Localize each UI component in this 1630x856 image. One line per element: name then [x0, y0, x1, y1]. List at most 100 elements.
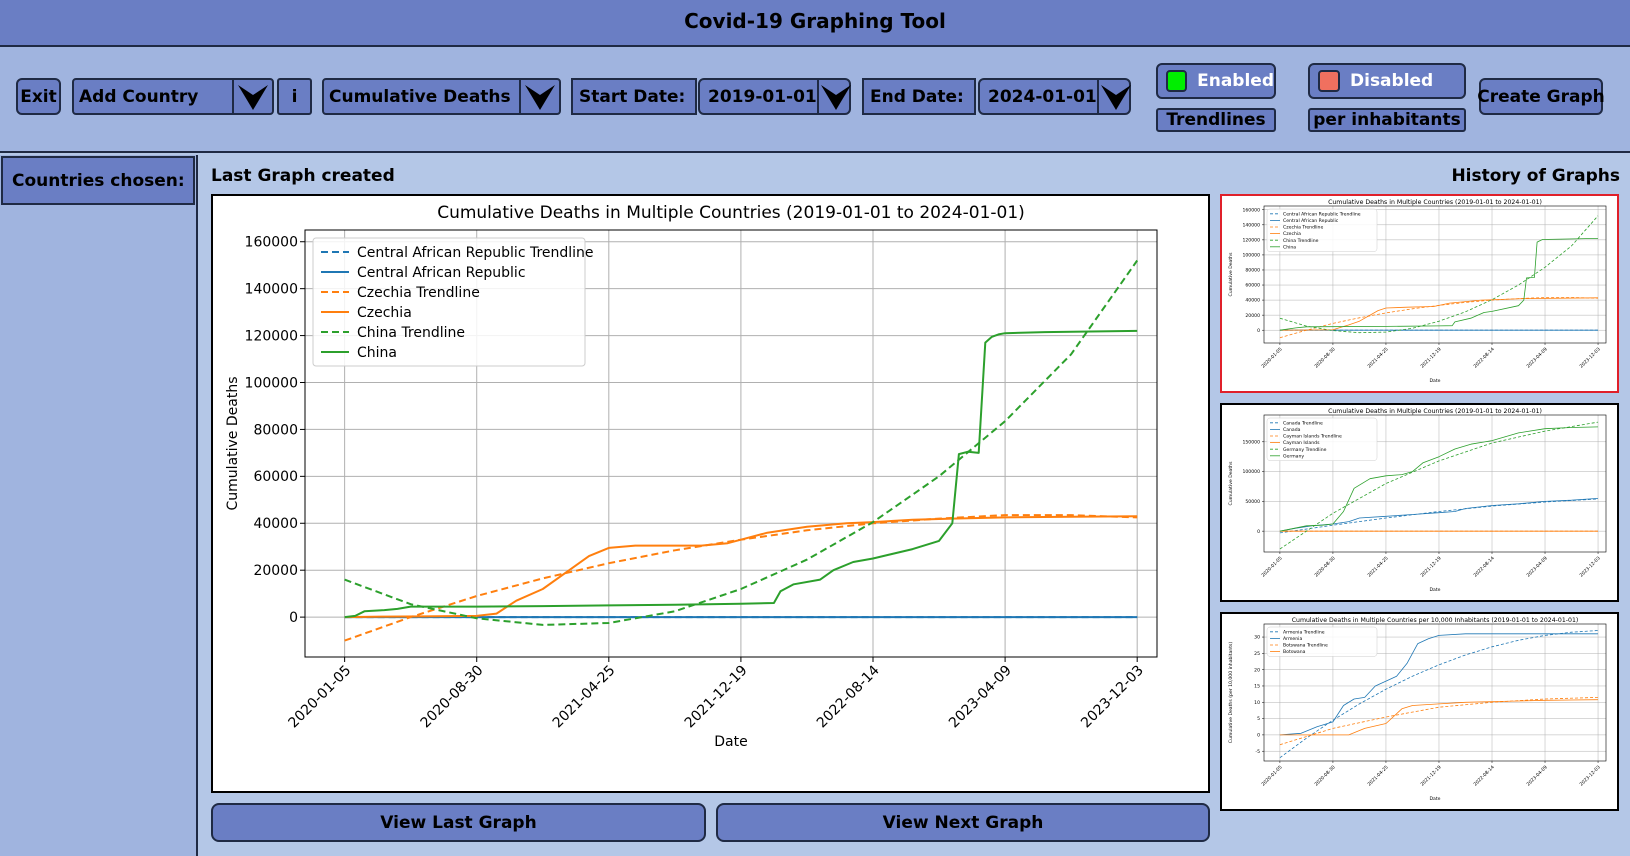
series-line	[1279, 498, 1599, 534]
x-tick-label: 2022-08-14	[1473, 764, 1496, 787]
y-axis-label: Cumulative Deaths	[1228, 252, 1234, 297]
status-indicator-icon	[1166, 70, 1188, 92]
y-tick-label: 0	[1257, 529, 1260, 535]
x-tick-label: 2021-04-25	[1367, 764, 1390, 787]
chevron-down-icon[interactable]	[816, 80, 853, 113]
x-tick-label: 2023-12-03	[1579, 555, 1602, 578]
end-date-dropdown[interactable]: 2024-01-01	[978, 78, 1131, 115]
sidebar	[0, 155, 198, 856]
chart-title: Cumulative Deaths in Multiple Countries …	[437, 203, 1025, 223]
legend-entry: Cayman Islands	[1283, 440, 1320, 446]
legend-entry: Central African Republic Trendline	[1283, 211, 1361, 217]
per-inhabitants-toggle[interactable]: Disabled	[1308, 63, 1466, 99]
y-tick-label: 20000	[1245, 313, 1260, 319]
history-graph-3[interactable]: Cumulative Deaths in Multiple Countries …	[1220, 612, 1619, 811]
y-tick-label: 50000	[1245, 499, 1260, 505]
legend-entry: Botswana	[1283, 649, 1306, 655]
y-tick-label: -5	[1255, 749, 1260, 755]
series-line	[1279, 699, 1599, 736]
series-line	[1279, 633, 1598, 736]
legend-entry: Czechia Trendline	[357, 285, 480, 301]
chevron-down-icon[interactable]	[232, 80, 272, 113]
x-tick-label: 2021-04-25	[550, 662, 619, 731]
legend-box	[312, 237, 586, 367]
view-last-graph-button[interactable]: View Last Graph	[211, 803, 706, 842]
y-tick-label: 25	[1254, 651, 1260, 657]
x-tick-label: 2020-08-30	[1313, 346, 1336, 369]
legend-entry: Germany Trendline	[1283, 447, 1327, 453]
y-tick-label: 20000	[253, 563, 298, 579]
x-tick-label: 2023-12-03	[1579, 764, 1602, 787]
x-tick-label: 2021-04-25	[1367, 555, 1390, 578]
legend-box	[1266, 626, 1378, 657]
series-line	[1279, 297, 1599, 331]
legend-box	[1266, 417, 1378, 461]
create-graph-button[interactable]: Create Graph	[1477, 78, 1605, 115]
y-tick-label: 120000	[245, 328, 298, 344]
trendlines-state: Enabled	[1197, 71, 1274, 91]
x-tick-label: 2020-08-30	[1313, 555, 1336, 578]
start-date-label: Start Date:	[571, 78, 697, 115]
add-country-dropdown[interactable]: Add Country	[72, 78, 274, 115]
plot-frame	[1263, 205, 1607, 344]
x-tick-label: 2020-08-30	[1313, 764, 1336, 787]
history-graph-2-svg: Cumulative Deaths in Multiple Countries …	[1228, 408, 1607, 593]
y-tick-label: 140000	[245, 282, 298, 298]
legend-entry: Germany	[1283, 453, 1304, 459]
x-tick-label: 2021-12-19	[1420, 346, 1443, 369]
history-graph-1[interactable]: Cumulative Deaths in Multiple Countries …	[1220, 194, 1619, 393]
series-line	[344, 329, 1138, 619]
start-date-dropdown[interactable]: 2019-01-01	[698, 78, 851, 115]
metric-value: Cumulative Deaths	[329, 86, 511, 107]
y-tick-label: 80000	[253, 422, 298, 438]
view-next-graph-button[interactable]: View Next Graph	[716, 803, 1210, 842]
series-line	[1279, 421, 1599, 550]
x-tick-label: 2021-12-19	[682, 662, 751, 731]
info-button[interactable]: i	[277, 78, 312, 115]
y-tick-label: 100000	[245, 375, 298, 391]
x-tick-label: 2020-01-05	[286, 662, 355, 731]
trendlines-toggle[interactable]: Enabled	[1156, 63, 1276, 99]
x-tick-label: 2023-12-03	[1078, 662, 1147, 731]
x-tick-label: 2022-08-14	[1473, 346, 1496, 369]
x-tick-label: 2021-12-19	[1420, 764, 1443, 787]
trendlines-label: Trendlines	[1156, 108, 1276, 132]
y-tick-label: 140000	[1242, 222, 1260, 228]
end-date-label: End Date:	[862, 78, 976, 115]
series-line	[344, 515, 1138, 619]
series-line	[1279, 697, 1599, 746]
x-tick-label: 2020-08-30	[418, 662, 487, 731]
countries-chosen-header: Countries chosen:	[1, 156, 195, 205]
x-tick-label: 2023-12-03	[1579, 346, 1602, 369]
history-label: History of Graphs	[1451, 166, 1620, 186]
y-tick-label: 10	[1254, 700, 1260, 706]
metric-dropdown[interactable]: Cumulative Deaths	[322, 78, 561, 115]
y-tick-label: 20	[1254, 667, 1260, 673]
series-line	[1279, 238, 1599, 331]
legend-entry: China Trendline	[357, 325, 465, 341]
per-inhabitants-label: per inhabitants	[1308, 108, 1466, 132]
chevron-down-icon[interactable]	[519, 80, 559, 113]
legend-entry: Czechia	[357, 305, 412, 321]
y-tick-label: 30	[1254, 635, 1260, 641]
x-axis-label: Date	[1430, 378, 1441, 384]
chart-title: Cumulative Deaths in Multiple Countries …	[1328, 408, 1542, 415]
add-country-value: Add Country	[79, 86, 199, 107]
y-tick-label: 60000	[253, 469, 298, 485]
chevron-down-icon[interactable]	[1096, 80, 1133, 113]
x-tick-label: 2020-01-05	[1260, 555, 1283, 578]
y-tick-label: 100000	[1242, 253, 1260, 259]
y-axis-label: Cumulative Deaths	[1228, 461, 1234, 506]
x-tick-label: 2023-04-09	[946, 662, 1015, 731]
y-tick-label: 40000	[253, 516, 298, 532]
x-tick-label: 2023-04-09	[1526, 346, 1549, 369]
legend-entry: Canada Trendline	[1283, 420, 1323, 426]
app-title: Covid-19 Graphing Tool	[684, 9, 946, 33]
x-tick-label: 2022-08-14	[1473, 555, 1496, 578]
history-graph-2[interactable]: Cumulative Deaths in Multiple Countries …	[1220, 403, 1619, 602]
legend-entry: Cayman Islands Trendline	[1283, 434, 1342, 440]
legend-entry: Czechia Trendline	[1283, 225, 1323, 231]
x-axis-label: Date	[1430, 587, 1441, 593]
exit-button[interactable]: Exit	[16, 78, 61, 115]
legend-entry: Canada	[1283, 427, 1301, 433]
